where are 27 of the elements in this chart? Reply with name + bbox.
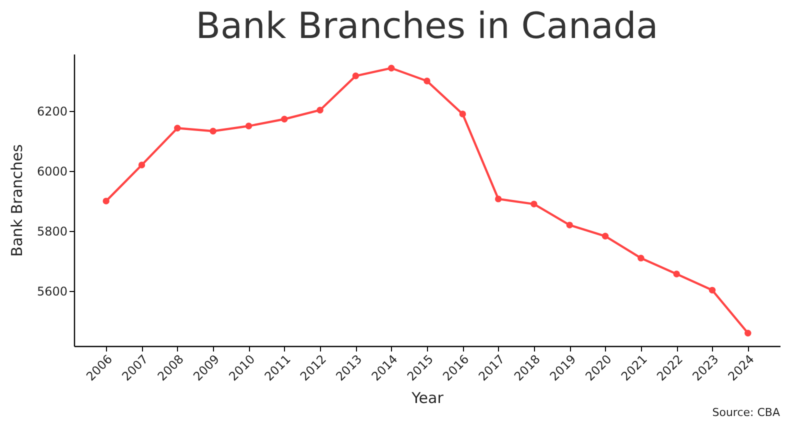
- y-axis-title: Bank Branches: [8, 144, 26, 257]
- point: [138, 162, 146, 168]
- point: [530, 200, 538, 208]
- point: [352, 72, 360, 80]
- point: [281, 116, 288, 122]
- point: [566, 222, 573, 228]
- point: [744, 330, 752, 336]
- y-tick-label: 6200: [36, 104, 68, 119]
- point: [102, 198, 110, 204]
- y-tick-label: 5600: [36, 284, 68, 299]
- point: [424, 78, 430, 84]
- point: [174, 124, 181, 132]
- point: [494, 196, 502, 202]
- point: [459, 110, 466, 118]
- y-tick-label: 5800: [36, 224, 68, 239]
- point: [210, 128, 216, 134]
- point: [708, 286, 716, 294]
- point: [245, 122, 252, 130]
- point: [638, 254, 644, 262]
- source-note: Source: CBA: [712, 406, 780, 419]
- point: [673, 270, 680, 278]
- y-tick-label: 6000: [36, 164, 68, 179]
- point: [602, 232, 609, 240]
- point: [316, 106, 324, 114]
- chart-title: Bank Branches in Canada: [196, 6, 658, 47]
- x-axis-title: Year: [410, 388, 444, 407]
- point: [388, 64, 395, 72]
